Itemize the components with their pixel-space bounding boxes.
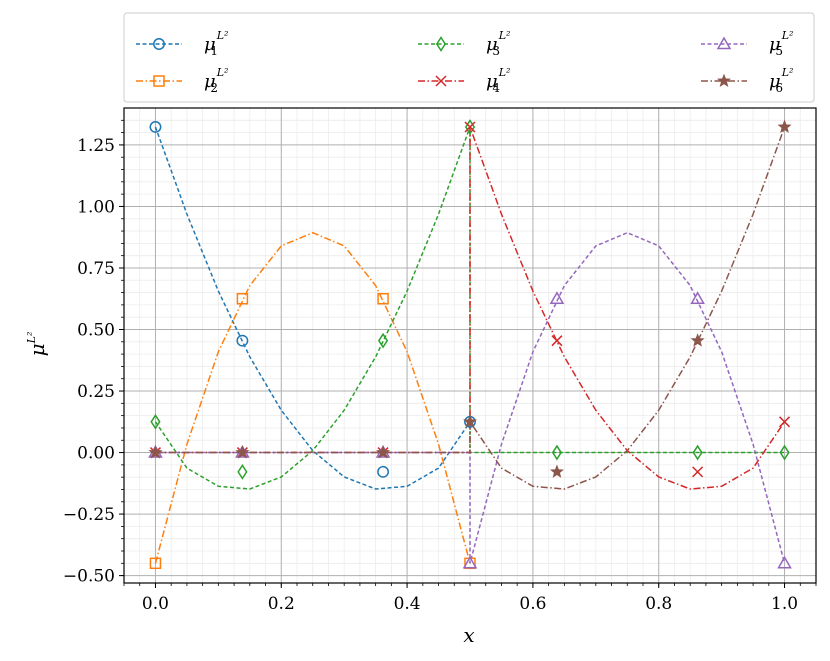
x-tick-label: 0.6: [519, 594, 546, 614]
legend-label-superscript: L²: [216, 66, 229, 79]
series-6-point: [549, 464, 564, 478]
y-tick-label: 0.25: [77, 382, 115, 402]
x-tick-label: 0.0: [142, 594, 169, 614]
series-5-point: [462, 555, 478, 569]
legend-entry-1: μL² 1: [136, 29, 228, 58]
legend-marker: [435, 36, 447, 52]
legend-entry-2: μL² 2: [136, 66, 228, 95]
legend-entry-4: μL² 4: [418, 66, 510, 95]
y-tick-label: 0.00: [77, 444, 115, 464]
x-axis-label: x: [463, 623, 474, 647]
series-4-point: [779, 416, 791, 428]
y-axis-label-symbol: μ: [25, 343, 49, 356]
legend-label-subscript: 6: [775, 81, 783, 95]
legend-label: μL² 2: [204, 66, 228, 95]
x-tick-label: 0.2: [268, 594, 295, 614]
series-2-point: [236, 292, 249, 305]
x-tick-label: 0.8: [645, 594, 672, 614]
legend-label: μL² 6: [769, 66, 793, 95]
y-tick-label: 1.25: [77, 136, 115, 156]
series-6-point: [235, 445, 250, 459]
legend-marker: [153, 75, 165, 87]
series-6-line: [155, 126, 786, 490]
series-3-point: [779, 444, 790, 461]
legend-entry-3: μL² 3: [418, 29, 510, 58]
series-3-point: [692, 444, 703, 461]
legend-label-subscript: 1: [210, 44, 218, 58]
series-1-point: [236, 334, 249, 347]
y-axis-ticks: −0.50 −0.25 0.00 0.25 0.50 0.75 1.00 1.25: [63, 119, 124, 587]
series-2-point: [149, 557, 162, 570]
series-5-point: [549, 291, 565, 304]
series-4-point: [551, 335, 563, 347]
y-axis-label: μL²: [25, 332, 49, 357]
legend-label-superscript: L²: [498, 29, 511, 42]
y-tick-label: −0.50: [63, 567, 115, 587]
x-axis-ticks: 0.0 0.2 0.4 0.6 0.8 1.0: [123, 583, 817, 614]
series-5-point: [777, 555, 792, 569]
legend-label-subscript: 4: [492, 81, 500, 95]
series-2-point: [377, 292, 389, 305]
y-axis-label-superscript: L²: [25, 332, 38, 345]
series-6-point: [376, 445, 391, 459]
legend-entry-5: μL² 5: [701, 29, 793, 58]
series-4-point: [464, 121, 476, 133]
legend-label-superscript: L²: [498, 66, 511, 79]
y-tick-label: 1.00: [77, 197, 115, 217]
legend-label-symbol: μ: [769, 71, 781, 92]
series-6-point: [777, 119, 792, 133]
legend-label-symbol: μ: [204, 34, 216, 55]
legend-label-subscript: 5: [775, 44, 783, 58]
legend-label-symbol: μ: [486, 34, 498, 55]
series-6-point: [462, 414, 478, 428]
series-2-line: [154, 231, 471, 564]
legend-label: μL² 1: [204, 29, 228, 58]
legend-label: μL² 4: [486, 66, 510, 95]
series-3-point: [150, 413, 161, 430]
legend-box: [123, 12, 815, 103]
legend-marker: [153, 38, 165, 50]
series-3-point: [237, 463, 248, 480]
legend-label: μL² 3: [486, 29, 510, 58]
legend-label-superscript: L²: [781, 29, 794, 42]
legend-label-subscript: 2: [210, 81, 218, 95]
legend-label-subscript: 3: [492, 44, 500, 58]
legend-label-superscript: L²: [216, 29, 229, 42]
legend-entry-6: μL² 6: [701, 66, 793, 95]
y-tick-label: 0.50: [77, 321, 115, 341]
legend-label: μL² 5: [769, 29, 793, 58]
legend-marker: [716, 36, 732, 50]
series-3-point: [551, 444, 563, 461]
series-3-point: [377, 332, 389, 349]
legend-label-symbol: μ: [769, 34, 781, 55]
y-tick-label: 0.75: [77, 259, 115, 279]
series-6-point: [690, 333, 705, 347]
series-6-point: [148, 445, 163, 459]
legend-marker: [716, 73, 732, 87]
series-1-point: [149, 121, 162, 133]
x-tick-label: 1.0: [771, 594, 798, 614]
legend-label-symbol: μ: [204, 71, 216, 92]
legend-label-symbol: μ: [486, 71, 498, 92]
series-5-line: [155, 231, 786, 564]
y-tick-label: −0.25: [63, 505, 115, 525]
series-markers: [148, 119, 792, 570]
series-4-point: [692, 466, 704, 478]
series-1-point: [377, 465, 390, 478]
legend-marker: [435, 75, 447, 87]
legend-label-superscript: L²: [781, 66, 794, 79]
series-5-point: [690, 291, 705, 304]
x-tick-label: 0.4: [394, 594, 421, 614]
